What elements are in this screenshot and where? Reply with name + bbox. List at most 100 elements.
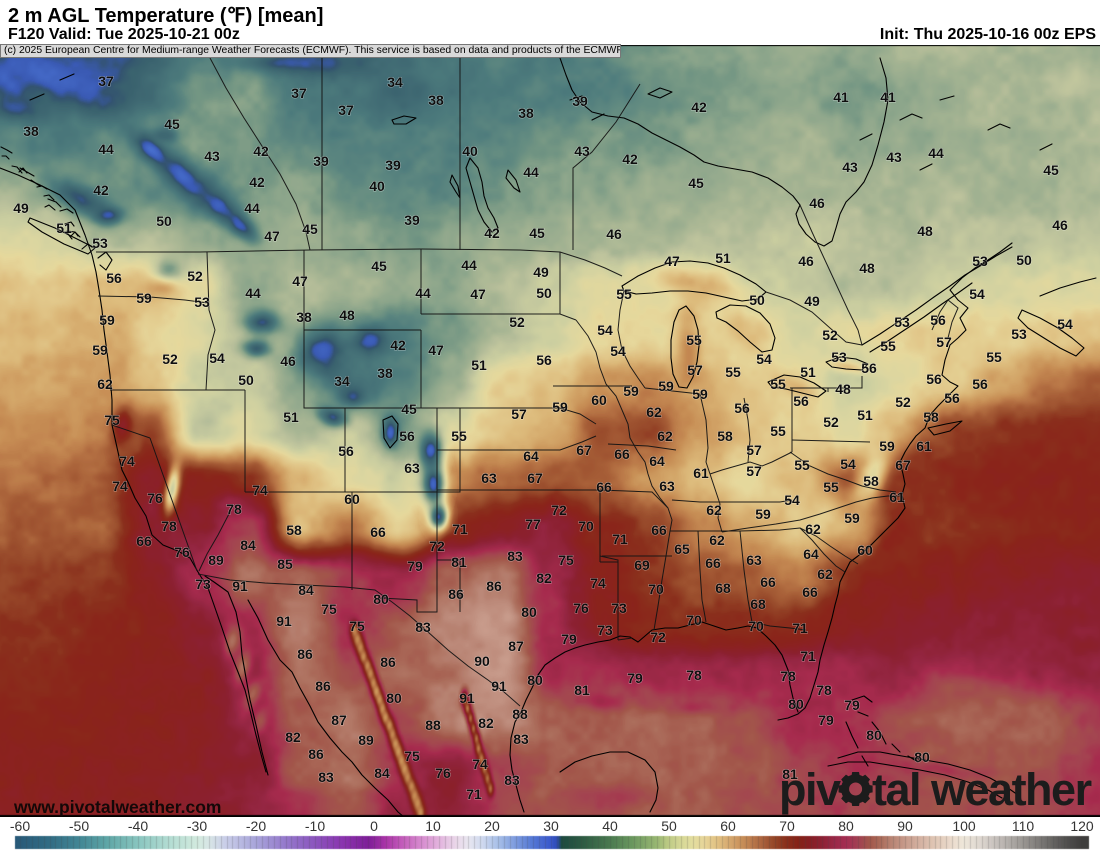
- svg-text:74: 74: [472, 756, 488, 772]
- svg-text:79: 79: [561, 631, 577, 647]
- svg-text:55: 55: [794, 457, 810, 473]
- svg-text:89: 89: [208, 552, 224, 568]
- svg-text:75: 75: [104, 412, 120, 428]
- svg-text:60: 60: [591, 392, 607, 408]
- svg-text:42: 42: [691, 99, 707, 115]
- svg-text:54: 54: [969, 286, 985, 302]
- svg-text:91: 91: [459, 690, 475, 706]
- svg-text:58: 58: [717, 428, 733, 444]
- svg-text:84: 84: [240, 537, 256, 553]
- svg-text:79: 79: [627, 670, 643, 686]
- svg-text:56: 56: [972, 376, 988, 392]
- svg-text:44: 44: [928, 145, 944, 161]
- svg-text:55: 55: [770, 376, 786, 392]
- svg-text:50: 50: [536, 285, 552, 301]
- svg-text:61: 61: [693, 465, 709, 481]
- svg-text:59: 59: [658, 378, 674, 394]
- svg-text:52: 52: [187, 268, 203, 284]
- svg-text:47: 47: [292, 273, 308, 289]
- svg-text:62: 62: [817, 566, 833, 582]
- svg-text:69: 69: [634, 557, 650, 573]
- svg-text:61: 61: [916, 438, 932, 454]
- svg-text:56: 56: [399, 428, 415, 444]
- svg-text:75: 75: [321, 601, 337, 617]
- svg-text:88: 88: [425, 717, 441, 733]
- svg-text:75: 75: [558, 552, 574, 568]
- svg-text:48: 48: [859, 260, 875, 276]
- svg-text:55: 55: [986, 349, 1002, 365]
- svg-text:83: 83: [318, 769, 334, 785]
- svg-text:44: 44: [523, 164, 539, 180]
- svg-text:45: 45: [302, 221, 318, 237]
- svg-text:80: 80: [527, 672, 543, 688]
- svg-text:45: 45: [529, 225, 545, 241]
- svg-text:56: 56: [536, 352, 552, 368]
- svg-text:38: 38: [23, 123, 39, 139]
- svg-text:87: 87: [508, 638, 524, 654]
- svg-text:82: 82: [285, 729, 301, 745]
- svg-text:83: 83: [504, 772, 520, 788]
- svg-text:59: 59: [99, 312, 115, 328]
- svg-text:80: 80: [386, 690, 402, 706]
- svg-text:67: 67: [576, 442, 592, 458]
- svg-text:76: 76: [573, 600, 589, 616]
- svg-text:57: 57: [511, 406, 527, 422]
- svg-text:59: 59: [623, 383, 639, 399]
- svg-text:74: 74: [252, 482, 268, 498]
- svg-text:53: 53: [194, 294, 210, 310]
- svg-text:86: 86: [297, 646, 313, 662]
- svg-text:53: 53: [1011, 326, 1027, 342]
- svg-text:70: 70: [686, 612, 702, 628]
- svg-text:51: 51: [715, 250, 731, 266]
- svg-text:51: 51: [471, 357, 487, 373]
- svg-text:56: 56: [944, 390, 960, 406]
- svg-text:50: 50: [156, 213, 172, 229]
- svg-text:47: 47: [664, 253, 680, 269]
- svg-text:81: 81: [451, 554, 467, 570]
- svg-text:55: 55: [686, 332, 702, 348]
- svg-text:40: 40: [462, 143, 478, 159]
- svg-text:37: 37: [98, 73, 114, 89]
- svg-text:77: 77: [525, 516, 541, 532]
- svg-text:71: 71: [612, 531, 628, 547]
- svg-text:79: 79: [407, 558, 423, 574]
- svg-text:57: 57: [746, 463, 762, 479]
- svg-text:52: 52: [895, 394, 911, 410]
- svg-text:70: 70: [648, 581, 664, 597]
- svg-text:66: 66: [760, 574, 776, 590]
- svg-text:66: 66: [651, 522, 667, 538]
- svg-text:57: 57: [687, 362, 703, 378]
- svg-text:54: 54: [597, 322, 613, 338]
- svg-text:66: 66: [614, 446, 630, 462]
- svg-text:86: 86: [315, 678, 331, 694]
- svg-text:59: 59: [844, 510, 860, 526]
- svg-text:64: 64: [649, 453, 665, 469]
- svg-text:56: 56: [926, 371, 942, 387]
- svg-text:91: 91: [491, 678, 507, 694]
- svg-text:55: 55: [451, 428, 467, 444]
- svg-text:71: 71: [466, 786, 482, 802]
- svg-text:52: 52: [823, 414, 839, 430]
- svg-text:63: 63: [404, 460, 420, 476]
- svg-text:59: 59: [136, 290, 152, 306]
- svg-text:59: 59: [879, 438, 895, 454]
- svg-text:73: 73: [611, 600, 627, 616]
- svg-text:68: 68: [750, 596, 766, 612]
- svg-text:66: 66: [705, 555, 721, 571]
- svg-text:39: 39: [572, 93, 588, 109]
- svg-text:65: 65: [674, 541, 690, 557]
- svg-text:70: 70: [578, 518, 594, 534]
- svg-text:46: 46: [798, 253, 814, 269]
- svg-text:37: 37: [291, 85, 307, 101]
- svg-text:74: 74: [112, 478, 128, 494]
- svg-text:80: 80: [914, 749, 930, 765]
- svg-text:46: 46: [280, 353, 296, 369]
- svg-text:56: 56: [793, 393, 809, 409]
- svg-text:38: 38: [296, 309, 312, 325]
- svg-text:62: 62: [805, 521, 821, 537]
- svg-text:72: 72: [650, 629, 666, 645]
- svg-text:88: 88: [512, 706, 528, 722]
- svg-text:62: 62: [709, 532, 725, 548]
- svg-text:54: 54: [784, 492, 800, 508]
- svg-text:44: 44: [244, 200, 260, 216]
